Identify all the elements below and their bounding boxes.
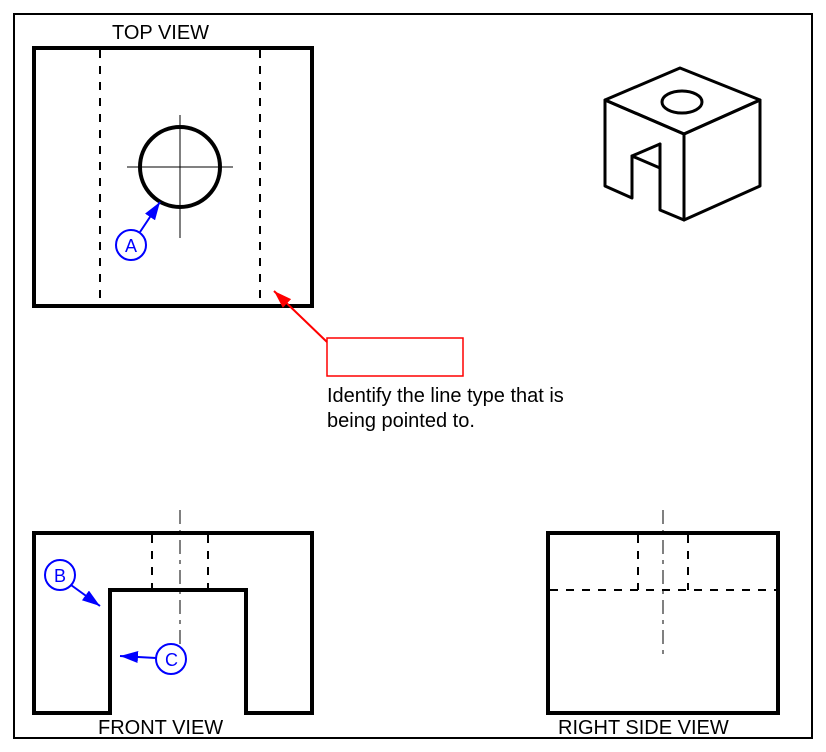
question-line2: being pointed to. bbox=[327, 410, 475, 433]
front-view-outline bbox=[34, 533, 312, 713]
callout-C-letter: C bbox=[165, 650, 178, 671]
right-view-label: RIGHT SIDE VIEW bbox=[558, 717, 729, 740]
question-line1: Identify the line type that is bbox=[327, 385, 564, 408]
top-view-rect bbox=[34, 48, 312, 306]
red-pointer-arrow bbox=[274, 291, 327, 342]
answer-input-box[interactable] bbox=[327, 338, 463, 376]
top-view-label: TOP VIEW bbox=[112, 22, 209, 45]
right-side-view bbox=[548, 510, 778, 713]
callout-B-letter: B bbox=[54, 566, 66, 587]
callout-A-letter: A bbox=[125, 236, 137, 257]
callout-A bbox=[116, 202, 160, 260]
top-view bbox=[34, 48, 312, 306]
front-view-label: FRONT VIEW bbox=[98, 717, 223, 740]
frame-svg bbox=[0, 0, 826, 752]
isometric-view bbox=[605, 68, 760, 220]
drawing-canvas: TOP VIEW FRONT VIEW RIGHT SIDE VIEW Iden… bbox=[0, 0, 826, 752]
front-view bbox=[34, 510, 312, 713]
